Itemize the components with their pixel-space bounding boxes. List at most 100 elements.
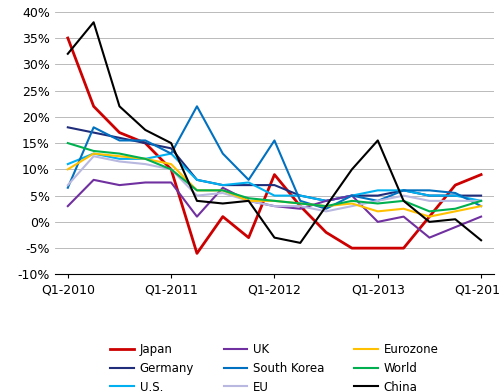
China	[220, 201, 226, 206]
EU	[246, 198, 251, 203]
Germany	[220, 183, 226, 187]
China	[323, 204, 329, 209]
U.S.	[142, 156, 148, 161]
UK	[142, 180, 148, 185]
EU	[297, 204, 303, 209]
China	[297, 241, 303, 245]
UK	[220, 185, 226, 190]
South Korea	[427, 188, 433, 193]
Eurozone	[349, 201, 355, 206]
U.S.	[246, 180, 251, 185]
China	[349, 167, 355, 172]
Eurozone	[246, 198, 251, 203]
Japan	[478, 172, 484, 177]
EU	[65, 183, 71, 187]
EU	[142, 162, 148, 167]
South Korea	[478, 204, 484, 209]
Germany	[142, 141, 148, 145]
Line: Germany: Germany	[68, 127, 481, 201]
South Korea	[246, 178, 251, 182]
China	[271, 235, 277, 240]
U.S.	[297, 193, 303, 198]
South Korea	[116, 138, 122, 143]
UK	[297, 206, 303, 211]
Japan	[91, 104, 97, 109]
U.S.	[349, 193, 355, 198]
Japan	[168, 167, 174, 172]
UK	[375, 220, 381, 224]
South Korea	[297, 198, 303, 203]
Japan	[65, 36, 71, 40]
South Korea	[349, 193, 355, 198]
EU	[427, 198, 433, 203]
Eurozone	[401, 206, 407, 211]
U.S.	[168, 151, 174, 156]
China	[427, 220, 433, 224]
EU	[220, 191, 226, 195]
World	[323, 204, 329, 209]
Japan	[452, 183, 458, 187]
EU	[401, 193, 407, 198]
Japan	[323, 230, 329, 235]
World	[116, 151, 122, 156]
U.S.	[65, 162, 71, 167]
China	[142, 128, 148, 132]
EU	[375, 198, 381, 203]
Germany	[323, 198, 329, 203]
Germany	[401, 188, 407, 193]
Eurozone	[168, 162, 174, 167]
South Korea	[323, 206, 329, 211]
Eurozone	[220, 188, 226, 193]
U.S.	[116, 156, 122, 161]
World	[452, 206, 458, 211]
Germany	[375, 193, 381, 198]
UK	[168, 180, 174, 185]
South Korea	[401, 188, 407, 193]
World	[401, 198, 407, 203]
Eurozone	[478, 204, 484, 209]
Germany	[116, 136, 122, 140]
EU	[116, 159, 122, 164]
Japan	[375, 246, 381, 250]
U.S.	[271, 193, 277, 198]
China	[452, 217, 458, 221]
Japan	[401, 246, 407, 250]
U.S.	[323, 198, 329, 203]
U.S.	[194, 178, 200, 182]
EU	[452, 198, 458, 203]
U.S.	[478, 198, 484, 203]
Japan	[142, 141, 148, 145]
Line: Eurozone: Eurozone	[68, 154, 481, 217]
World	[478, 198, 484, 203]
Line: South Korea: South Korea	[68, 106, 481, 209]
U.S.	[401, 188, 407, 193]
Japan	[220, 214, 226, 219]
World	[271, 198, 277, 203]
U.S.	[375, 188, 381, 193]
Line: U.S.: U.S.	[68, 154, 481, 201]
UK	[65, 204, 71, 209]
UK	[478, 214, 484, 219]
Line: China: China	[68, 22, 481, 243]
South Korea	[375, 198, 381, 203]
Line: EU: EU	[68, 156, 481, 211]
Eurozone	[452, 209, 458, 214]
China	[91, 20, 97, 25]
World	[168, 167, 174, 172]
China	[65, 51, 71, 56]
South Korea	[91, 125, 97, 130]
Eurozone	[297, 201, 303, 206]
EU	[478, 198, 484, 203]
Eurozone	[142, 156, 148, 161]
UK	[401, 214, 407, 219]
EU	[194, 193, 200, 198]
Line: UK: UK	[68, 180, 481, 238]
South Korea	[271, 138, 277, 143]
World	[297, 201, 303, 206]
Japan	[271, 172, 277, 177]
Eurozone	[427, 214, 433, 219]
EU	[271, 204, 277, 209]
World	[142, 156, 148, 161]
Germany	[297, 193, 303, 198]
South Korea	[168, 151, 174, 156]
